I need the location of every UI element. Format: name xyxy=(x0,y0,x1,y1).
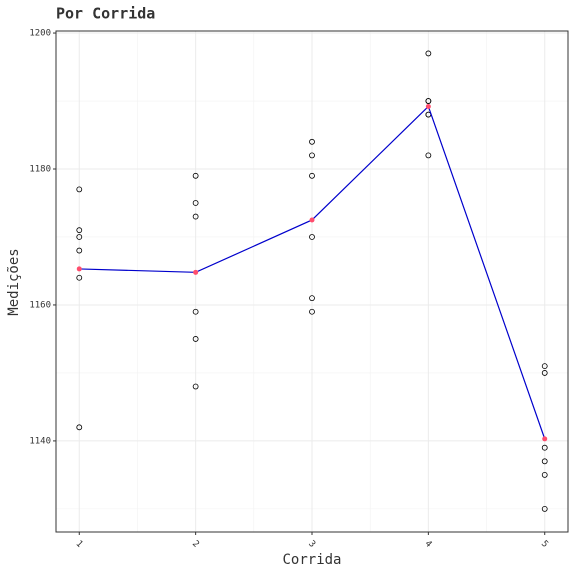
mean-point xyxy=(425,103,431,109)
data-point xyxy=(76,234,83,240)
x-tick-label: 4 xyxy=(423,539,434,550)
y-tick-label: 1200 xyxy=(29,29,51,39)
mean-point xyxy=(309,217,315,223)
data-point xyxy=(541,458,548,465)
mean-point xyxy=(542,436,548,442)
data-point xyxy=(192,172,199,179)
data-point xyxy=(541,370,548,376)
y-tick-label: 1160 xyxy=(29,300,51,310)
data-point xyxy=(192,308,199,315)
data-point xyxy=(76,424,83,431)
y-tick-label: 1180 xyxy=(29,164,51,174)
y-tick-label: 1140 xyxy=(29,436,51,446)
x-tick-label: 2 xyxy=(190,539,201,550)
data-point xyxy=(76,227,83,234)
data-point xyxy=(425,98,432,104)
data-point xyxy=(76,247,83,254)
data-point xyxy=(309,152,315,159)
data-point xyxy=(541,505,548,512)
mean-point xyxy=(76,266,82,272)
data-point xyxy=(76,274,83,281)
data-point xyxy=(425,152,432,159)
data-point xyxy=(541,363,548,370)
data-point xyxy=(76,186,83,193)
x-axis-label: Corrida xyxy=(282,552,341,568)
data-point xyxy=(425,50,432,57)
data-point xyxy=(309,234,315,240)
x-tick-label: 5 xyxy=(539,539,550,550)
data-point xyxy=(309,308,315,315)
data-point xyxy=(541,444,548,451)
data-point xyxy=(192,200,199,206)
data-point xyxy=(192,336,199,342)
chart-title: Por Corrida xyxy=(56,5,155,23)
data-point xyxy=(192,213,199,220)
data-point xyxy=(192,383,199,390)
data-point xyxy=(309,172,315,179)
y-axis-label: Medições xyxy=(6,248,22,315)
data-point xyxy=(309,138,315,145)
data-point xyxy=(541,471,548,478)
data-point xyxy=(309,295,315,302)
panel-border xyxy=(55,30,569,533)
mean-point xyxy=(193,269,199,275)
x-tick-label: 1 xyxy=(73,539,84,550)
x-tick-label: 3 xyxy=(306,539,317,550)
